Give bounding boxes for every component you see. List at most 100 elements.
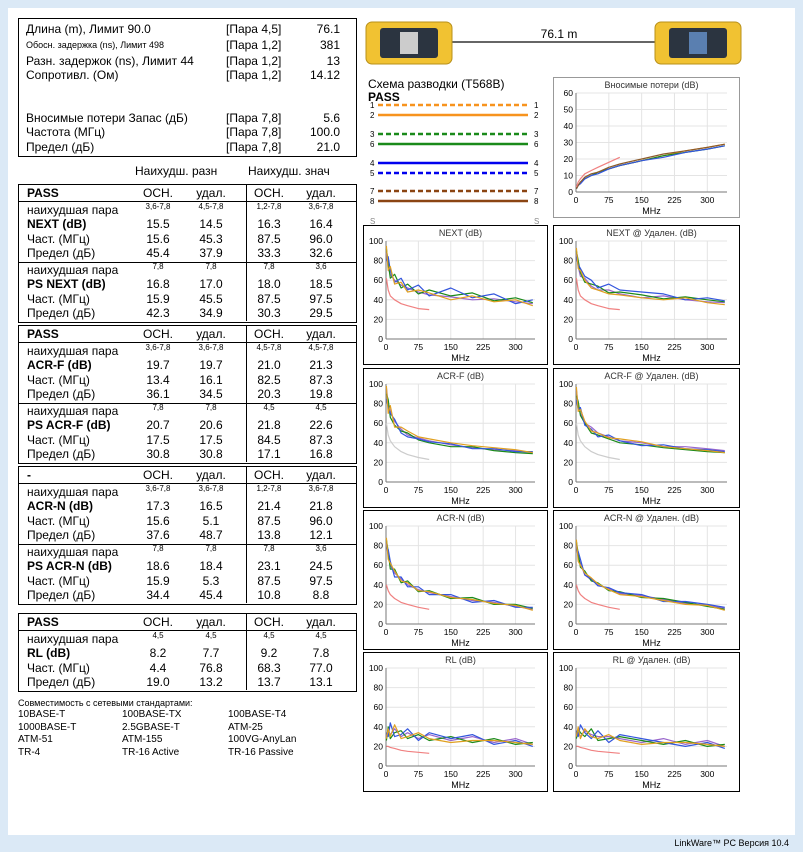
compat-item: 100BASE-TX	[122, 709, 182, 720]
pair-label: наихудшая пара	[27, 485, 119, 499]
chart-title: NEXT (dB)	[439, 228, 482, 238]
series-line	[575, 395, 725, 454]
column-label: удал.	[196, 615, 226, 629]
series-line	[575, 256, 725, 302]
column-label: удал.	[196, 327, 226, 341]
header-rule	[19, 342, 356, 343]
x-tick-label: 0	[384, 485, 389, 495]
footer: LinkWare™ PC Версия 10.4	[674, 838, 789, 848]
freq-value: 15.9	[146, 292, 170, 306]
group-status: PASS	[27, 327, 59, 341]
test-name: ACR-F (dB)	[27, 358, 92, 372]
pair-id: 7,8	[205, 544, 217, 553]
cable-graphic: 76.1 m	[365, 21, 742, 65]
y-tick-label: 100	[559, 379, 573, 389]
chart-box: ACR-F (dB) 0 20 40 60 80 100 0 75 150 225 300 MHz	[363, 368, 548, 508]
summary-label: Предел (дБ)	[26, 140, 95, 154]
series-line	[385, 393, 533, 455]
freq-value: 15.9	[146, 574, 170, 588]
y-tick-label: 80	[374, 256, 384, 266]
x-tick-label: 150	[444, 769, 458, 779]
y-tick-label: 100	[369, 379, 383, 389]
test-value: 21.8	[309, 499, 333, 513]
column-label: удал.	[306, 615, 336, 629]
pin-right: 4	[534, 159, 539, 168]
compat-item: TR-16 Active	[122, 746, 180, 758]
result-group: PASS ОСН. удал. ОСН. удал. наихудшая пара ACR-…	[18, 325, 357, 464]
test-value: 20.7	[146, 418, 170, 432]
freq-value: 5.3	[202, 574, 220, 588]
chart-box: ACR-N (dB) 0 20 40 60 80 100 0 75 150 225 300 MHz	[363, 510, 548, 650]
limit-value: 12.1	[309, 528, 333, 542]
y-tick-label: 80	[374, 683, 384, 693]
y-tick-label: 40	[374, 722, 384, 732]
y-tick-label: 60	[374, 702, 384, 712]
compat-item: 10BASE-T	[18, 709, 66, 720]
summary-label: Вносимые потери Запас (дБ)	[26, 111, 188, 125]
y-tick-label: 60	[564, 88, 574, 98]
x-tick-label: 300	[700, 195, 714, 205]
pair-id: 7,8	[263, 262, 275, 271]
series-line	[385, 256, 533, 305]
y-tick-label: 20	[374, 457, 384, 467]
pair-id: 7,8	[152, 544, 164, 553]
pin-right: 1	[534, 101, 539, 110]
pin-left: 7	[370, 187, 375, 196]
compat-item: 100VG-AnyLan	[228, 734, 297, 745]
chart: NEXT @ Удален. (dB) 0 20 40 60 80 100 0 75 150 225…	[559, 228, 727, 363]
compat-title: Совместимость с сетевыми стандартами:	[18, 698, 193, 708]
column-label: ОСН.	[143, 468, 173, 482]
y-tick-label: 60	[564, 560, 574, 570]
cable-length: 76.1 m	[541, 27, 578, 41]
column-label: ОСН.	[143, 327, 173, 341]
test-value: 23.1	[257, 559, 281, 573]
series-line	[385, 245, 533, 307]
series-line	[575, 549, 725, 608]
pair-id: 3,6	[315, 262, 327, 271]
x-tick-label: 75	[604, 769, 614, 779]
chart-title: ACR-F @ Удален. (dB)	[604, 371, 698, 381]
limit-label: Предел (дБ)	[27, 246, 96, 260]
device-main	[365, 21, 453, 65]
pair-id: 4,5-7,8	[256, 343, 282, 352]
test-value: 18.6	[146, 559, 170, 573]
y-tick-label: 20	[374, 599, 384, 609]
series-line	[385, 543, 533, 610]
freq-value: 13.4	[146, 373, 170, 387]
pair-id: 1,2-7,8	[256, 202, 282, 211]
y-tick-label: 20	[564, 154, 574, 164]
shield-right: S	[534, 217, 539, 226]
x-axis-label: MHz	[642, 780, 661, 790]
freq-value: 87.5	[257, 574, 281, 588]
y-tick-label: 20	[374, 314, 384, 324]
limit-value: 20.3	[257, 387, 281, 401]
y-tick-label: 0	[568, 187, 573, 197]
test-value: 17.3	[146, 499, 170, 513]
series-line	[575, 541, 725, 610]
freq-value: 68.3	[257, 661, 281, 675]
y-tick-label: 100	[369, 236, 383, 246]
x-tick-label: 150	[635, 485, 649, 495]
series-line	[385, 584, 430, 610]
x-axis-label: MHz	[451, 496, 470, 506]
freq-value: 87.3	[309, 433, 333, 447]
series-line	[575, 278, 620, 311]
pair-label: наихудшая пара	[27, 263, 119, 277]
test-value: 21.4	[257, 499, 281, 513]
limit-value: 48.7	[199, 528, 223, 542]
freq-value: 15.6	[146, 232, 170, 246]
limit-label: Предел (дБ)	[27, 387, 96, 401]
series-line	[385, 722, 533, 747]
x-tick-label: 0	[574, 485, 579, 495]
y-tick-label: 40	[374, 580, 384, 590]
y-tick-label: 20	[564, 599, 574, 609]
pin-left: 2	[370, 111, 375, 120]
pair-label: наихудшая пара	[27, 203, 119, 217]
header-rule	[19, 201, 356, 202]
series-line	[575, 145, 725, 189]
pair-id: 3,6-7,8	[145, 202, 171, 211]
column-label: удал.	[306, 468, 336, 482]
series-line	[385, 248, 533, 304]
chart-box: RL @ Удален. (dB) 0 20 40 60 80 100 0 75 150 225 30…	[553, 652, 740, 792]
column-label: ОСН.	[143, 615, 173, 629]
